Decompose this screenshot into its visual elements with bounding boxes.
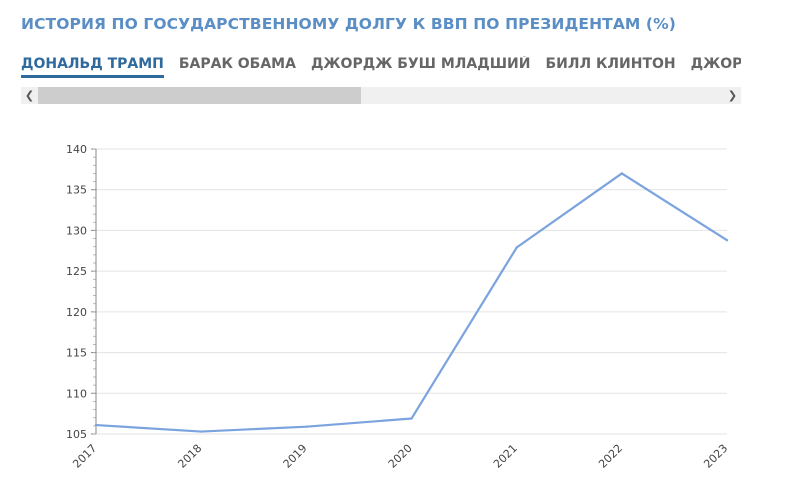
- y-tick-label: 105: [66, 428, 87, 441]
- tab-2[interactable]: ДЖОРДЖ БУШ МЛАДШИЙ: [310, 56, 531, 72]
- scroll-right-icon[interactable]: ❯: [727, 89, 738, 102]
- x-tick-label: 2019: [281, 442, 310, 471]
- y-tick-label: 120: [66, 306, 87, 319]
- scroll-left-icon[interactable]: ❮: [24, 89, 35, 102]
- y-tick-label: 125: [66, 265, 87, 278]
- y-tick-label: 110: [66, 387, 87, 400]
- data-point: [199, 430, 203, 433]
- tab-scrollbar[interactable]: ❮ ❯: [21, 87, 741, 104]
- data-point: [305, 425, 308, 428]
- data-point: [620, 172, 624, 175]
- x-tick-label: 2020: [386, 442, 415, 471]
- x-tick-label: 2023: [701, 442, 730, 471]
- x-tick-label: 2022: [596, 442, 625, 471]
- data-point: [725, 239, 729, 242]
- x-tick-label: 2021: [491, 442, 520, 471]
- tab-0[interactable]: ДОНАЛЬД ТРАМП: [21, 56, 164, 78]
- y-tick-label: 130: [66, 224, 87, 237]
- page-title: ИСТОРИЯ ПО ГОСУДАРСТВЕННОМУ ДОЛГУ К ВВП …: [21, 15, 676, 33]
- tab-4[interactable]: ДЖОРДЖ БУШ СТ: [690, 56, 741, 72]
- data-point: [94, 423, 98, 427]
- tab-1[interactable]: БАРАК ОБАМА: [178, 56, 296, 72]
- data-point: [410, 417, 413, 420]
- y-tick-label: 115: [66, 347, 87, 360]
- y-tick-label: 140: [66, 143, 87, 156]
- scroll-thumb[interactable]: [38, 87, 361, 104]
- tab-bar: ДОНАЛЬД ТРАМП БАРАК ОБАМА ДЖОРДЖ БУШ МЛАДШ…: [21, 56, 741, 82]
- y-tick-label: 135: [66, 184, 87, 197]
- x-tick-label: 2018: [175, 442, 204, 471]
- data-point: [515, 246, 518, 249]
- x-tick-label: 2017: [70, 442, 99, 471]
- tab-3[interactable]: БИЛЛ КЛИНТОН: [545, 56, 676, 72]
